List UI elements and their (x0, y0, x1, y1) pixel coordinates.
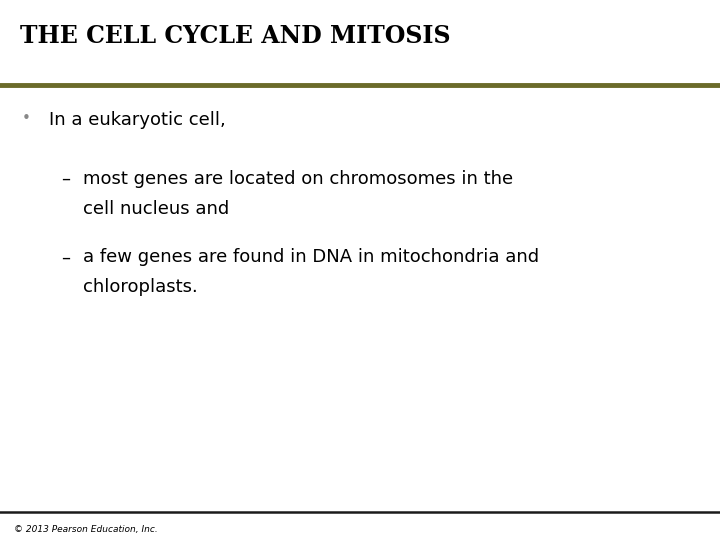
Text: –: – (61, 248, 71, 266)
Text: –: – (61, 170, 71, 188)
Text: most genes are located on chromosomes in the: most genes are located on chromosomes in… (83, 170, 513, 188)
Text: In a eukaryotic cell,: In a eukaryotic cell, (49, 111, 225, 129)
Text: •: • (22, 111, 30, 126)
Text: chloroplasts.: chloroplasts. (83, 278, 197, 296)
Text: cell nucleus and: cell nucleus and (83, 200, 229, 218)
Text: a few genes are found in DNA in mitochondria and: a few genes are found in DNA in mitochon… (83, 248, 539, 266)
Text: © 2013 Pearson Education, Inc.: © 2013 Pearson Education, Inc. (14, 524, 158, 534)
Text: THE CELL CYCLE AND MITOSIS: THE CELL CYCLE AND MITOSIS (20, 24, 451, 48)
